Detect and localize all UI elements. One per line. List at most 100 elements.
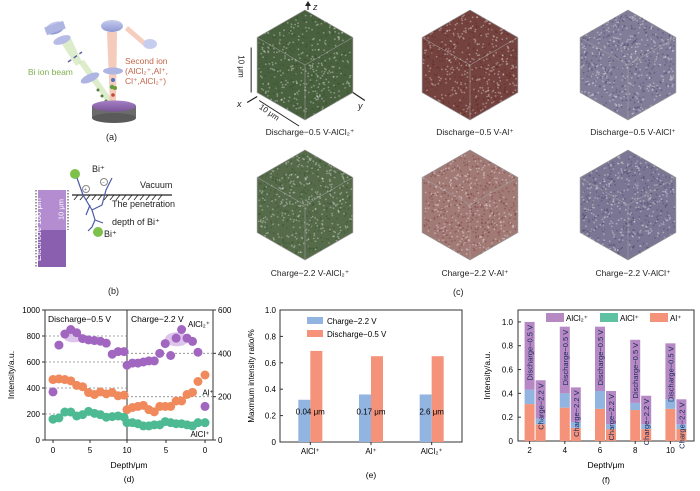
- cube-point: [603, 85, 605, 88]
- cube-point: [323, 230, 326, 232]
- cube-point: [663, 72, 666, 75]
- cube-point: [265, 175, 267, 177]
- cube-point: [452, 86, 454, 89]
- cube-point: [333, 202, 336, 205]
- cube-point: [602, 228, 604, 231]
- cube-point: [460, 35, 462, 38]
- cube-point: [500, 200, 503, 203]
- cube-point: [667, 38, 669, 41]
- cube-point: [435, 194, 438, 197]
- cube-point: [345, 45, 347, 48]
- cube-point: [286, 71, 289, 74]
- cube-point: [667, 54, 669, 57]
- cube-point: [630, 19, 633, 22]
- cube-point: [592, 46, 595, 48]
- cube-point: [274, 50, 277, 52]
- cube-point: [620, 105, 623, 108]
- cube-point: [329, 180, 331, 183]
- cube-point: [621, 73, 623, 75]
- cube-point: [605, 197, 608, 200]
- cube-point: [330, 172, 333, 175]
- cube-point: [638, 216, 641, 219]
- cube-point: [605, 80, 608, 83]
- cube-point: [668, 70, 671, 73]
- cube-point: [286, 219, 289, 222]
- cube-point: [472, 243, 474, 246]
- cube-point: [259, 219, 262, 222]
- cube-point: [345, 213, 347, 216]
- cube-point: [582, 37, 585, 39]
- cube-point: [302, 113, 305, 115]
- cube-point: [435, 66, 438, 69]
- cube-point: [260, 52, 263, 55]
- cube-point: [293, 221, 296, 224]
- cube-point: [473, 247, 475, 250]
- cube-point: [501, 179, 504, 181]
- cube-point: [293, 34, 296, 37]
- cube-point: [448, 199, 450, 202]
- cube-point: [268, 192, 271, 195]
- cube-point: [657, 173, 660, 176]
- cube-point: [495, 39, 498, 42]
- cube-point: [275, 181, 278, 183]
- cube-point: [337, 82, 340, 85]
- cube-point: [478, 213, 480, 216]
- cube-point: [601, 218, 604, 221]
- cube-point: [282, 241, 284, 244]
- cube-point: [287, 213, 290, 216]
- cube-point: [507, 59, 510, 61]
- cube-point: [587, 92, 590, 95]
- cube-point: [294, 173, 297, 176]
- cube-point: [299, 181, 302, 184]
- cube-point: [316, 65, 319, 68]
- cube-point: [587, 185, 590, 187]
- cube-point: [314, 20, 317, 23]
- cube-point: [671, 192, 674, 195]
- cube-point: [454, 102, 456, 105]
- cube-point: [267, 205, 269, 208]
- cube-point: [335, 59, 337, 62]
- cube-point: [611, 48, 613, 51]
- cube-point: [346, 195, 349, 198]
- cube-point: [655, 193, 658, 196]
- cube-point: [612, 200, 615, 202]
- cube-point: [591, 68, 593, 70]
- cube-point: [451, 46, 454, 49]
- cube-point: [430, 52, 433, 54]
- cube-point: [492, 92, 494, 95]
- cube-point: [466, 189, 468, 192]
- cube-point: [652, 33, 654, 36]
- cube-point: [317, 168, 320, 171]
- cube-point: [475, 67, 477, 69]
- cube-point: [604, 174, 606, 177]
- cube-point: [594, 228, 597, 230]
- cube-point: [438, 29, 441, 32]
- cube-point: [581, 214, 584, 216]
- cube-point: [662, 190, 665, 193]
- cube-point: [660, 75, 663, 77]
- cube-point: [461, 243, 464, 246]
- cube-point: [270, 198, 273, 201]
- cube-point: [460, 102, 462, 105]
- cube-point: [294, 208, 297, 211]
- cube-point: [308, 196, 311, 199]
- cube-point: [625, 170, 628, 173]
- cube-point: [480, 34, 482, 37]
- cube-point: [446, 205, 448, 208]
- cube-point: [262, 196, 265, 199]
- cube-point: [485, 102, 488, 104]
- cube-point: [286, 203, 288, 205]
- cube-point: [458, 207, 460, 210]
- cube-point: [649, 37, 652, 40]
- cube-point: [491, 242, 493, 245]
- panel-label-e: (e): [366, 470, 377, 480]
- cube-point: [491, 80, 494, 83]
- cube-point: [280, 236, 283, 239]
- cube-point: [476, 190, 478, 193]
- cube-point: [264, 57, 267, 60]
- cube-point: [666, 94, 668, 97]
- cube-point: [493, 91, 496, 93]
- cube-point: [626, 99, 629, 102]
- cube-point: [312, 88, 315, 91]
- cube-point: [638, 236, 641, 239]
